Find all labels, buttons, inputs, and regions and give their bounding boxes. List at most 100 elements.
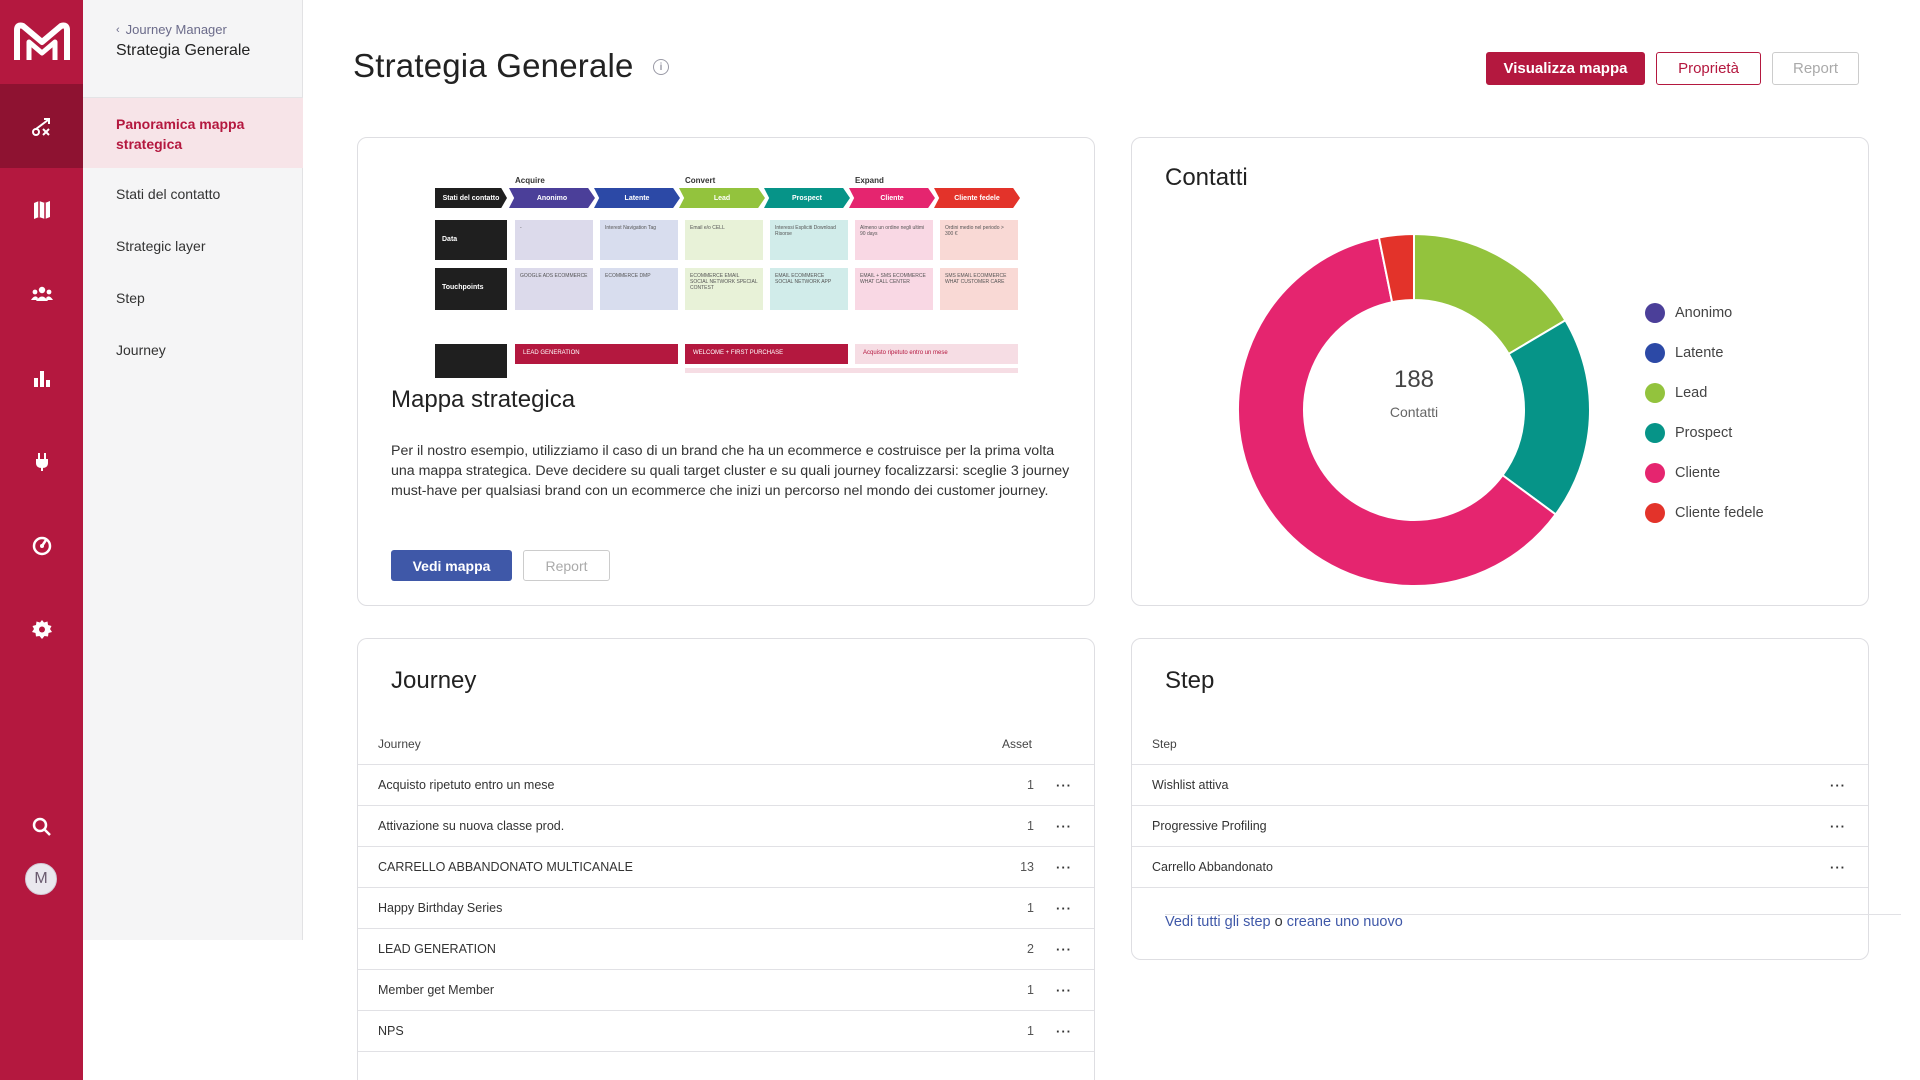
step-name: Carrello Abbandonato xyxy=(1152,860,1273,874)
data-cell: Ordini medio nel periodo > 300 € xyxy=(940,220,1018,260)
journey-row-label xyxy=(435,344,507,378)
more-options-icon[interactable]: ··· xyxy=(1830,859,1846,875)
legend-swatch xyxy=(1645,303,1665,323)
more-options-icon[interactable]: ··· xyxy=(1056,777,1072,793)
report-button[interactable]: Report xyxy=(1772,52,1859,85)
back-link[interactable]: ‹ Journey Manager xyxy=(116,22,227,37)
journey-bar: WELCOME + FIRST PURCHASE xyxy=(685,344,848,364)
table-row[interactable]: Happy Birthday Series 1 ··· xyxy=(358,887,1094,928)
donut-svg xyxy=(1237,232,1591,587)
touchpoint-cell: GOOGLE ADS ECOMMERCE xyxy=(515,268,593,310)
visualizza-mappa-button[interactable]: Visualizza mappa xyxy=(1486,52,1645,85)
rail-dashboard-button[interactable] xyxy=(0,504,83,588)
table-row[interactable]: Wishlist attiva ··· xyxy=(1132,764,1868,805)
nav-item-step[interactable]: Step xyxy=(116,290,145,306)
rail-search-button[interactable] xyxy=(0,785,83,869)
legend-label: Latente xyxy=(1675,345,1724,361)
legend-item[interactable]: Cliente xyxy=(1645,453,1764,493)
legend-item[interactable]: Anonimo xyxy=(1645,293,1764,333)
journey-route-icon xyxy=(31,118,50,136)
view-all-steps-link[interactable]: Vedi tutti gli step xyxy=(1165,914,1271,930)
journey-name: Member get Member xyxy=(378,983,495,997)
stage-arrow: Lead xyxy=(679,188,765,208)
rail-journey-button[interactable] xyxy=(0,84,83,168)
users-icon xyxy=(30,286,53,301)
nav-item-stati-contatto[interactable]: Stati del contatto xyxy=(116,186,221,202)
legend-label: Prospect xyxy=(1675,425,1733,441)
journey-asset-count: 1 xyxy=(1027,983,1034,997)
vedi-mappa-button[interactable]: Vedi mappa xyxy=(391,550,512,581)
legend-swatch xyxy=(1645,463,1665,483)
gauge-icon xyxy=(32,536,51,556)
info-icon[interactable]: i xyxy=(653,59,669,75)
page-title: Strategia Generale xyxy=(353,47,634,84)
journey-name: Acquisto ripetuto entro un mese xyxy=(378,778,555,792)
legend-item[interactable]: Lead xyxy=(1645,373,1764,413)
legend-item[interactable]: Prospect xyxy=(1645,413,1764,453)
journey-asset-count: 1 xyxy=(1027,901,1034,915)
rail-settings-button[interactable] xyxy=(0,588,83,672)
more-options-icon[interactable]: ··· xyxy=(1830,818,1846,834)
logo-icon xyxy=(13,22,70,60)
legend-label: Cliente xyxy=(1675,465,1721,481)
phase-label: Convert xyxy=(685,176,716,185)
journey-col-header: Journey xyxy=(378,737,421,751)
table-row[interactable]: Acquisto ripetuto entro un mese 1 ··· xyxy=(358,764,1094,805)
data-cell: Interest Navigation Tag xyxy=(600,220,678,260)
create-step-link[interactable]: creane uno nuovo xyxy=(1286,914,1403,930)
touchpoint-cell: EMAIL + SMS ECOMMERCE WHAT CALL CENTER xyxy=(855,268,933,310)
nav-item-journey[interactable]: Journey xyxy=(116,342,166,358)
step-col-header: Step xyxy=(1152,737,1177,751)
data-cell: Interessi Espliciti Download Risorse xyxy=(770,220,848,260)
plug-icon xyxy=(35,453,48,471)
proprieta-button[interactable]: Proprietà xyxy=(1656,52,1761,85)
gear-icon xyxy=(31,620,52,639)
more-options-icon[interactable]: ··· xyxy=(1830,777,1846,793)
table-row[interactable]: NPS 1 ··· xyxy=(358,1010,1094,1051)
strategic-map-thumbnail[interactable]: Acquire Convert Expand Stati del contatt… xyxy=(435,156,1035,378)
journey-name: Attivazione su nuova classe prod. xyxy=(378,819,565,833)
legend-swatch xyxy=(1645,503,1665,523)
table-row[interactable]: CARRELLO ABBANDONATO MULTICANALE 13 ··· xyxy=(358,846,1094,887)
journey-name: NPS xyxy=(378,1024,404,1038)
map-card-title: Mappa strategica xyxy=(391,386,576,413)
step-card-title: Step xyxy=(1165,667,1215,694)
legend-swatch xyxy=(1645,383,1665,403)
table-row[interactable]: Attivazione su nuova classe prod. 1 ··· xyxy=(358,805,1094,846)
user-avatar[interactable]: M xyxy=(25,863,57,895)
legend-item[interactable]: Latente xyxy=(1645,333,1764,373)
rail-reports-button[interactable] xyxy=(0,336,83,420)
nav-item-panoramica[interactable]: Panoramica mappa strategica xyxy=(83,98,303,168)
legend-label: Cliente fedele xyxy=(1675,505,1764,521)
more-options-icon[interactable]: ··· xyxy=(1056,859,1072,875)
donut-slice-cliente-fedele[interactable] xyxy=(1377,232,1415,304)
more-options-icon[interactable]: ··· xyxy=(1056,982,1072,998)
table-row[interactable]: LEAD GENERATION 2 ··· xyxy=(358,928,1094,969)
table-row[interactable]: Carrello Abbandonato ··· xyxy=(1132,846,1868,887)
touchpoint-cell: SMS EMAIL ECOMMERCE WHAT CUSTOMER CARE xyxy=(940,268,1018,310)
stage-arrow: Cliente xyxy=(849,188,935,208)
divider xyxy=(358,1051,1094,1052)
data-cell: Email e/o CELL xyxy=(685,220,763,260)
nav-item-strategic-layer[interactable]: Strategic layer xyxy=(116,238,206,254)
rail-contacts-button[interactable] xyxy=(0,252,83,336)
touchpoint-cell: ECOMMERCE DMP xyxy=(600,268,678,310)
section-title: Strategia Generale xyxy=(116,42,251,59)
journey-bar: Acquisto ripetuto entro un mese xyxy=(855,344,1018,364)
journey-bar: LEAD GENERATION xyxy=(515,344,678,364)
app-logo[interactable] xyxy=(0,0,83,83)
donut-slice-cliente[interactable] xyxy=(1237,236,1558,587)
more-options-icon[interactable]: ··· xyxy=(1056,941,1072,957)
table-row[interactable]: Member get Member 1 ··· xyxy=(358,969,1094,1010)
rail-integrations-button[interactable] xyxy=(0,420,83,504)
row-label: Touchpoints xyxy=(435,268,507,310)
contacts-total: 188 xyxy=(1393,366,1435,393)
legend-item[interactable]: Cliente fedele xyxy=(1645,493,1764,533)
map-report-button[interactable]: Report xyxy=(523,550,610,581)
table-row[interactable]: Progressive Profiling ··· xyxy=(1132,805,1868,846)
more-options-icon[interactable]: ··· xyxy=(1056,900,1072,916)
more-options-icon[interactable]: ··· xyxy=(1056,1023,1072,1039)
more-options-icon[interactable]: ··· xyxy=(1056,818,1072,834)
rail-map-button[interactable] xyxy=(0,168,83,252)
step-name: Progressive Profiling xyxy=(1152,819,1267,833)
